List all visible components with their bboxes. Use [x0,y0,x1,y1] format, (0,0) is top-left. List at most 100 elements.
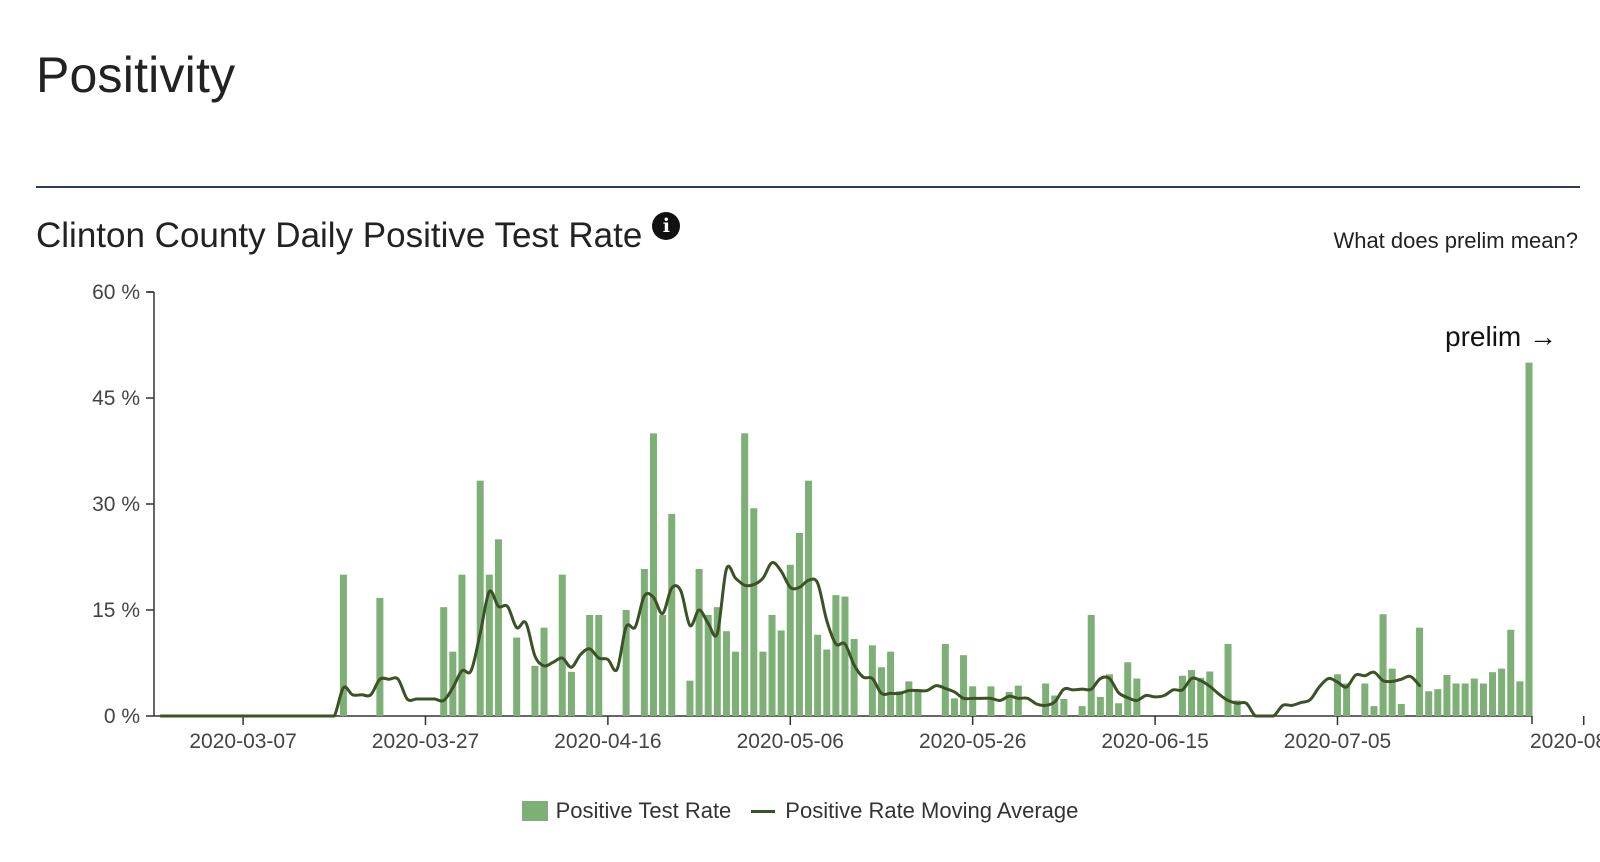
bar [649,433,657,716]
bar [540,627,548,716]
bar [1197,677,1205,716]
legend-item-positive-test-rate[interactable]: Positive Test Rate [521,798,731,824]
bar [1333,674,1341,716]
prelim-label: prelim → [1445,321,1557,352]
bar [1361,683,1369,716]
bar [1233,700,1241,716]
y-tick-label: 60 % [92,281,140,304]
bar [458,574,466,716]
bar [887,651,895,716]
bar [768,614,776,716]
bar [805,480,813,716]
x-tick-label: 2020-03-27 [372,730,479,753]
bar [376,597,384,716]
bar [814,634,822,716]
bar [449,651,457,716]
bar [969,686,977,716]
bar [659,614,667,716]
bar [1397,703,1405,716]
y-tick-label: 0 % [104,705,140,728]
bar [485,574,493,716]
bar [1078,706,1086,716]
bar [1470,678,1478,716]
info-icon[interactable]: i [652,212,681,240]
bar [1516,681,1524,716]
y-tick-label: 15 % [92,599,140,622]
bar [567,671,575,716]
bar [1051,695,1059,716]
bar [531,665,539,716]
chart: 0 % 15 % 30 % 45 % 60 % 2020-03-07 2020-03-27 2… [92,281,1600,753]
bar [914,691,922,716]
bar [1115,703,1123,716]
bar [595,614,603,716]
bar [1042,683,1050,716]
bar [750,508,758,716]
prelim-help-link[interactable]: What does prelim mean? [1333,228,1578,253]
bar [732,651,740,716]
bar [1178,675,1186,716]
bar [640,569,648,716]
chart-title-text: Clinton County Daily Positive Test Rate [36,216,643,255]
bar [1489,672,1497,716]
page-title: Positivity [36,47,236,103]
legend-item-moving-average[interactable]: Positive Rate Moving Average [751,798,1078,824]
section-divider [36,186,1580,188]
bar [1133,678,1141,716]
bar [896,691,904,716]
bar [713,607,721,716]
bar [1525,362,1533,716]
bar [440,607,448,716]
bar [1224,643,1232,716]
bar [1416,627,1424,716]
bar [950,698,958,716]
bar [1087,614,1095,716]
bar [476,480,484,716]
x-tick-label: 2020-06-15 [1101,730,1208,753]
bar [1343,683,1351,716]
bar [759,651,767,716]
bar [905,681,913,716]
bar [1498,668,1506,716]
bar [1370,706,1378,716]
chart-title: Clinton County Daily Positive Test Rate … [36,212,681,256]
bar [823,649,831,716]
x-tick-label: 2020-03-07 [189,730,296,753]
bar [850,638,858,716]
bar [741,433,749,716]
bar [622,610,630,716]
bar [686,680,694,716]
legend: Positive Test Rate Positive Rate Moving … [0,798,1600,824]
legend-bar-swatch [521,801,548,821]
y-tick-label: 45 % [92,387,140,410]
bar [1060,699,1068,716]
bar [1507,629,1515,716]
bar [1443,675,1451,716]
moving-average-line [159,561,1422,718]
bar [1206,671,1214,716]
x-tick-label: 2020-05-06 [737,730,844,753]
bar [1014,685,1022,716]
bar [987,686,995,716]
bar [1479,683,1487,716]
bar [513,637,521,716]
bar [1124,662,1132,716]
bar [1105,674,1113,716]
bar [1425,691,1433,716]
x-tick-label: 2020-08-01 [1530,730,1600,753]
bar [777,630,785,716]
bar [1434,689,1442,716]
bar [786,564,794,716]
bar [960,655,968,716]
x-tick-label: 2020-07-05 [1284,730,1391,753]
bar [1461,683,1469,716]
bar [668,513,676,716]
legend-line-swatch [751,809,776,813]
bar [1188,670,1196,716]
legend-label: Positive Rate Moving Average [785,798,1079,823]
bar [558,574,566,716]
bar [1005,691,1013,716]
bar [704,614,712,716]
bar [1379,614,1387,716]
bar [832,595,840,716]
